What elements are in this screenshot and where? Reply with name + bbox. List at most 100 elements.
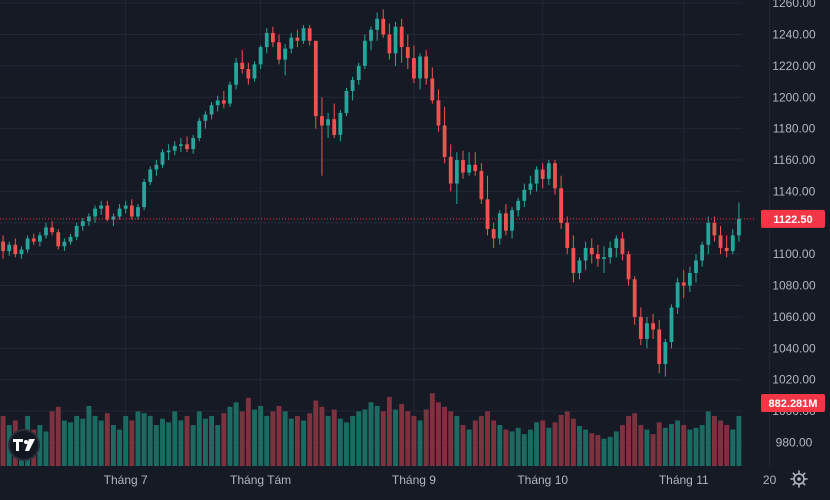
- price-tick-label: 1240.00: [772, 28, 816, 42]
- volume-bar: [239, 411, 245, 466]
- candle-body: [675, 282, 680, 308]
- price-tick-label: 1180.00: [773, 122, 816, 136]
- volume-bar: [135, 411, 141, 466]
- time-tick-label: Tháng 9: [392, 473, 436, 487]
- candle-body: [712, 222, 717, 236]
- volume-bar: [393, 409, 398, 466]
- volume-bar: [202, 418, 208, 466]
- candle-body: [737, 218, 741, 236]
- volume-bar: [515, 427, 521, 466]
- candle-body: [546, 163, 551, 179]
- volume-bar: [104, 413, 110, 466]
- volume-bar: [110, 425, 116, 466]
- volume-bar: [160, 418, 165, 466]
- candle-body: [31, 238, 36, 242]
- candle-body: [553, 163, 557, 189]
- volume-bar: [527, 429, 533, 466]
- volume-bar: [221, 413, 227, 466]
- candle-body: [117, 208, 122, 217]
- candle-body: [516, 200, 521, 211]
- volume-bar: [92, 415, 98, 466]
- candle-body: [399, 26, 404, 48]
- candle-body: [602, 257, 606, 259]
- gear-icon[interactable]: [790, 470, 808, 488]
- volume-bar: [699, 425, 705, 466]
- candle-body: [485, 199, 490, 230]
- volume-bar: [601, 438, 607, 466]
- candle-body: [338, 112, 343, 135]
- volume-bar: [552, 422, 558, 466]
- volume-bar: [215, 425, 221, 466]
- volume-bar: [466, 429, 472, 466]
- price-tick-label: 1140.00: [773, 184, 816, 198]
- volume-bar: [233, 402, 239, 466]
- volume-bar: [350, 415, 356, 466]
- candle-body: [528, 183, 533, 190]
- volume-bar: [61, 420, 67, 466]
- candle-body: [577, 260, 582, 274]
- volume-bar: [687, 429, 693, 466]
- volume-bar: [638, 425, 644, 466]
- candle-body: [669, 307, 674, 343]
- candle-body: [221, 100, 226, 104]
- candle-body: [136, 207, 140, 217]
- last-price-label-text: 1122.50: [773, 214, 812, 226]
- candle-body: [172, 145, 177, 151]
- candle-body: [154, 164, 159, 170]
- volume-bar: [356, 411, 362, 466]
- candle-body: [540, 169, 545, 179]
- grid-lines: [0, 0, 771, 466]
- time-axis[interactable]: Tháng 7 Tháng Tám Tháng 9 Tháng 10 Tháng 11 2…: [104, 473, 777, 487]
- volume-bar: [147, 415, 153, 466]
- volume-bar: [362, 409, 368, 466]
- volume-bar: [86, 405, 92, 466]
- volume-bar: [436, 402, 441, 466]
- volume-bar: [509, 431, 515, 466]
- volume-bar: [117, 429, 123, 466]
- volume-bar: [497, 425, 503, 466]
- candle-body: [694, 260, 698, 274]
- candle-body: [160, 152, 165, 165]
- candle-body: [295, 37, 300, 41]
- volume-bar: [55, 406, 61, 466]
- volume-bar: [595, 435, 601, 466]
- candle-body: [430, 78, 435, 101]
- volume-bar: [460, 425, 466, 466]
- volume-bar: [405, 411, 411, 466]
- candle-body: [442, 125, 447, 157]
- candle-body: [393, 26, 398, 54]
- candle-body: [657, 329, 662, 365]
- price-tick-label: 1200.00: [772, 90, 816, 104]
- volume-bar: [270, 411, 276, 466]
- time-tick-label: 20: [763, 473, 777, 487]
- candle-body: [62, 241, 67, 247]
- price-axis[interactable]: 980.001000.001020.001040.001060.001080.0…: [772, 0, 816, 449]
- volume-bar: [344, 422, 349, 466]
- volume-bar: [583, 429, 589, 466]
- candle-body: [645, 323, 649, 339]
- volume-bar: [675, 420, 681, 466]
- time-tick-label: Tháng 7: [104, 473, 148, 487]
- candle-body: [215, 100, 220, 106]
- volume-bar: [607, 436, 613, 466]
- volume-bar: [478, 415, 484, 466]
- candle-body: [350, 80, 355, 92]
- candle-body: [44, 227, 48, 236]
- candle-body: [412, 58, 416, 79]
- tradingview-logo-icon[interactable]: [8, 429, 40, 461]
- candle-body: [344, 91, 349, 113]
- candle-body: [93, 208, 97, 217]
- volume-bar: [417, 420, 423, 466]
- candle-body: [264, 32, 269, 48]
- volume-bar: [650, 434, 656, 466]
- volume-bar: [80, 418, 86, 466]
- price-tick-label: 1080.00: [772, 279, 816, 293]
- candle-body: [185, 144, 189, 150]
- candle-body: [19, 249, 24, 255]
- candle-body: [663, 342, 668, 365]
- volume-bar: [558, 415, 564, 466]
- volume-bar: [730, 429, 736, 466]
- volume-bar: [264, 415, 270, 466]
